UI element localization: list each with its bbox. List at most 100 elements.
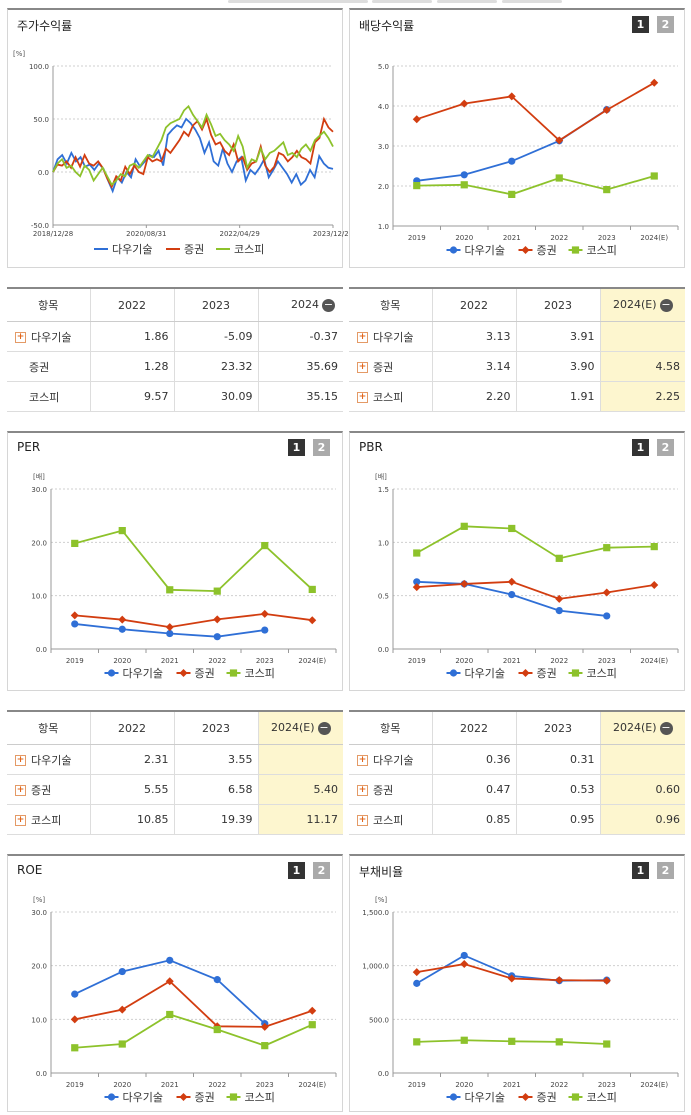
view-1-button[interactable]: 1 [288,862,305,879]
table-row: + 코스피 2.20 1.91 2.25 [349,381,685,412]
data-point [71,1044,79,1052]
x-tick-label: 2024(E) [640,234,668,242]
expand-icon[interactable]: + [357,755,368,766]
row-label[interactable]: + 코스피 [7,804,90,835]
expand-icon[interactable]: + [357,332,368,343]
panel-title: PBR [359,440,383,454]
table-cell: -0.37 [257,321,343,352]
row-label-text: 다우기술 [31,753,72,767]
data-point [308,616,317,625]
data-point [508,1037,516,1045]
table-header-row: 항목 2022 2023 2024(E) − [7,711,343,745]
expand-icon[interactable]: + [15,815,26,826]
top-tab-stub[interactable] [372,0,432,3]
view-1-button[interactable]: 1 [632,862,649,879]
data-point [555,607,563,615]
expand-icon[interactable]: + [15,755,26,766]
series-line [74,612,313,629]
expand-icon[interactable]: + [357,815,368,826]
stock-return-panel: 주가수익률 [%] 100.0 50.0 0.0 -50.0 2018/12/28 2020… [7,8,353,268]
table-cell: 3.90 [515,351,600,382]
view-2-button[interactable]: 2 [657,862,674,879]
collapse-icon[interactable]: − [659,297,673,312]
data-point [261,541,269,550]
expand-icon[interactable]: + [357,785,368,796]
column-header-year: 2023 [173,288,258,322]
x-tick-label: 2021 [503,657,521,665]
row-label[interactable]: + 다우기술 [349,321,432,352]
table-cell: 4.58 [599,351,685,382]
y-tick-label: 500.0 [369,1016,389,1024]
row-label[interactable]: + 다우기술 [7,321,90,352]
row-label[interactable]: + 코스피 [349,804,432,835]
table-cell [599,744,685,775]
table-cell: 0.36 [431,744,516,775]
data-point [213,976,221,984]
top-tab-stub[interactable] [228,0,368,3]
top-tab-stub[interactable] [502,0,562,3]
data-point [118,1005,127,1014]
row-label[interactable]: + 다우기술 [349,744,432,775]
data-point [413,1038,421,1046]
expand-icon[interactable]: + [15,332,26,343]
expand-icon[interactable]: + [357,392,368,403]
data-point [70,1015,79,1024]
row-label[interactable]: + 증권 [7,774,90,805]
row-label[interactable]: + 다우기술 [7,744,90,775]
x-tick-label: 2020/08/31 [126,230,166,238]
data-point [650,78,659,87]
data-point [413,578,421,586]
column-header-item: 항목 [7,288,90,322]
pbr-table: 항목 2022 2023 2024(E) − + 다우기술 0.36 0.31 + 증권 0.47 0.… [349,710,685,835]
table-cell: 0.96 [599,804,685,835]
view-2-button[interactable]: 2 [657,439,674,456]
view-2-button[interactable]: 2 [313,862,330,879]
roe-chart: [%] 30.0 20.0 10.0 0.0 2019 2020 2021 2022 2023 20… [31,896,337,1104]
y-unit-label: [%] [375,896,387,904]
collapse-icon[interactable]: − [322,297,335,312]
y-tick-label: 0.0 [36,646,47,654]
data-point [650,581,659,589]
data-point [213,633,221,641]
view-1-button[interactable]: 1 [632,16,649,33]
data-point [412,583,421,592]
y-tick-label: 1.0 [378,539,389,547]
data-point [449,669,458,677]
x-tick-label: 2022 [550,657,568,665]
x-tick-label: 2020 [455,1081,473,1089]
y-tick-label: 3.0 [378,143,389,151]
data-point [603,186,611,194]
x-tick-label: 2021 [503,234,521,242]
data-point [107,669,116,677]
expand-icon[interactable]: + [15,785,26,796]
row-label[interactable]: + 증권 [349,774,432,805]
collapse-icon[interactable]: − [659,720,673,735]
data-point [213,1025,221,1034]
view-2-button[interactable]: 2 [313,439,330,456]
top-tab-stub[interactable] [437,0,497,3]
expand-icon[interactable]: + [357,362,368,373]
table-cell: 2.25 [599,381,685,412]
row-label[interactable]: + 코스피 [349,381,432,412]
x-tick-label: 2023 [598,1081,616,1089]
view-1-button[interactable]: 1 [288,439,305,456]
x-tick-label: 2022 [208,657,226,665]
y-tick-label: 30.0 [31,909,47,917]
collapse-icon[interactable]: − [317,720,331,735]
x-tick-label: 2021 [503,1081,521,1089]
view-2-button[interactable]: 2 [657,16,674,33]
table-cell: 3.13 [431,321,516,352]
row-label[interactable]: + 증권 [349,351,432,382]
data-point [603,544,611,552]
view-1-button[interactable]: 1 [632,439,649,456]
table-cell: 9.57 [89,381,174,412]
panel-header: PBR 1 2 [350,433,684,463]
data-point [213,615,222,624]
legend-label: 다우기술 [465,667,505,680]
series-line [416,580,607,617]
row-label: 코스피 [7,381,90,412]
row-label: 증권 [7,351,90,382]
x-tick-label: 2020 [455,657,473,665]
table-cell: 11.17 [257,804,343,835]
